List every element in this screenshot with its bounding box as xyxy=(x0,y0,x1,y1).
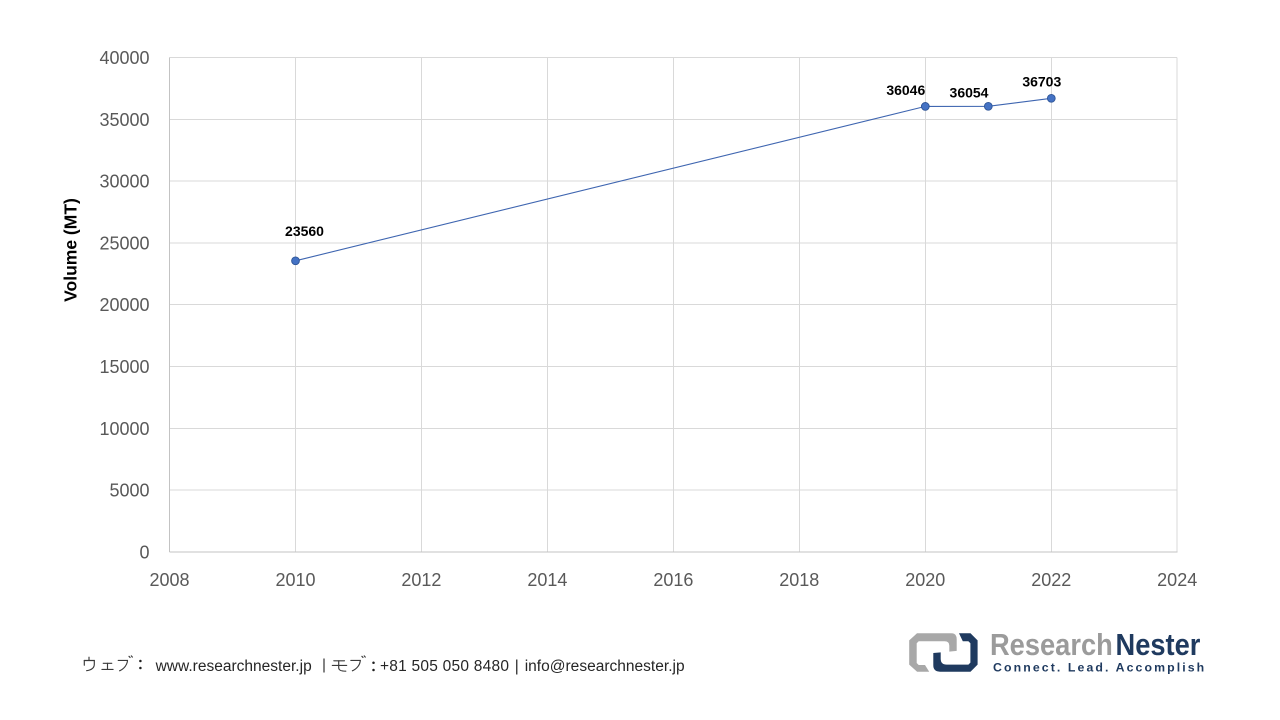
svg-text:2008: 2008 xyxy=(149,570,189,590)
svg-text:30000: 30000 xyxy=(99,172,149,192)
svg-text:23560: 23560 xyxy=(285,223,324,239)
svg-text:40000: 40000 xyxy=(99,48,149,68)
svg-text:20000: 20000 xyxy=(99,295,149,315)
svg-text:5000: 5000 xyxy=(109,481,149,501)
svg-text:Nester: Nester xyxy=(1116,628,1201,662)
svg-text:2016: 2016 xyxy=(653,570,693,590)
svg-text:0: 0 xyxy=(139,543,149,563)
svg-text:|: | xyxy=(515,658,519,675)
svg-text:35000: 35000 xyxy=(99,110,149,130)
svg-text:Research: Research xyxy=(990,628,1113,662)
svg-text:2020: 2020 xyxy=(905,570,945,590)
svg-text:2022: 2022 xyxy=(1031,570,1071,590)
svg-text:2010: 2010 xyxy=(275,570,315,590)
svg-text:36046: 36046 xyxy=(886,82,925,98)
svg-text:Connect. Lead. Accomplish: Connect. Lead. Accomplish xyxy=(993,661,1206,675)
svg-text:2014: 2014 xyxy=(527,570,567,590)
svg-text:2024: 2024 xyxy=(1157,570,1197,590)
svg-text:2012: 2012 xyxy=(401,570,441,590)
svg-text:info@researchnester.jp: info@researchnester.jp xyxy=(525,658,685,675)
svg-text:10000: 10000 xyxy=(99,419,149,439)
svg-text:36054: 36054 xyxy=(950,84,989,100)
svg-text:15000: 15000 xyxy=(99,357,149,377)
svg-text:Volume (MT): Volume (MT) xyxy=(60,198,80,302)
svg-text:www.researchnester.jp: www.researchnester.jp xyxy=(155,658,312,675)
svg-text:+81 505 050 8480: +81 505 050 8480 xyxy=(380,658,509,675)
svg-text:36703: 36703 xyxy=(1022,74,1061,90)
svg-text:25000: 25000 xyxy=(99,233,149,253)
svg-text:2018: 2018 xyxy=(779,570,819,590)
